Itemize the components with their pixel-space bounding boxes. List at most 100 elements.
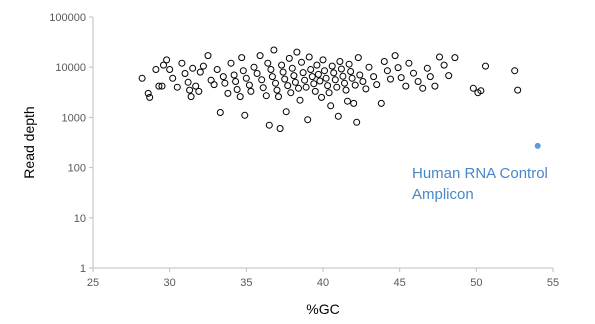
data-point (284, 82, 292, 90)
data-point (445, 72, 453, 80)
data-point (227, 59, 235, 67)
data-point (334, 112, 342, 120)
data-point (160, 61, 167, 69)
data-point (270, 46, 278, 54)
data-point (313, 61, 321, 69)
highlight-point (534, 142, 541, 149)
data-point (436, 53, 443, 61)
data-point (184, 78, 192, 86)
data-point (344, 97, 351, 105)
data-point (345, 60, 353, 68)
data-point (233, 86, 241, 93)
data-point (196, 68, 204, 76)
data-point (189, 64, 197, 72)
data-point (337, 65, 345, 73)
x-axis-ticks: 25 30 35 40 45 50 55 (87, 268, 559, 289)
data-point (482, 62, 489, 70)
y-tick-label: 1 (80, 263, 86, 275)
data-point (282, 108, 290, 116)
data-point (199, 62, 207, 70)
data-point (265, 121, 273, 129)
data-point (314, 70, 322, 78)
data-point (279, 68, 287, 76)
data-point (272, 79, 279, 87)
data-point (242, 74, 250, 82)
data-point (298, 58, 305, 66)
data-point (293, 48, 301, 56)
data-point (247, 87, 255, 95)
data-point (310, 80, 318, 88)
annotation-line-1: Human RNA Control (412, 165, 548, 182)
data-point (341, 79, 348, 87)
data-point (410, 69, 417, 77)
data-point (308, 73, 316, 81)
data-point (419, 84, 427, 92)
data-point (387, 75, 394, 83)
annotation-line-2: Amplicon (412, 186, 474, 203)
data-point (276, 125, 284, 132)
data-point (232, 78, 240, 85)
data-point (241, 111, 249, 119)
x-tick-label: 40 (317, 277, 329, 289)
data-point (304, 116, 312, 124)
data-point (305, 53, 313, 61)
data-point (302, 83, 310, 91)
data-point (262, 92, 270, 100)
data-point (327, 102, 335, 110)
data-point (152, 66, 160, 73)
data-point (288, 64, 296, 72)
data-point (351, 81, 359, 89)
data-point (238, 54, 246, 62)
data-point (216, 109, 224, 116)
data-point (325, 89, 333, 97)
data-point (333, 83, 341, 91)
data-point (219, 73, 227, 81)
data-point (291, 78, 299, 86)
data-point (336, 58, 344, 65)
x-tick-label: 50 (470, 277, 482, 289)
data-point (245, 81, 253, 89)
data-point (192, 82, 200, 90)
data-point (440, 61, 448, 69)
data-point (397, 74, 405, 82)
data-point (259, 84, 267, 92)
data-point (347, 68, 355, 75)
data-point (256, 52, 264, 60)
data-point (383, 67, 391, 75)
data-point (301, 76, 309, 84)
y-tick-label: 100 (68, 163, 86, 175)
data-point (431, 82, 439, 90)
x-tick-label: 55 (547, 277, 559, 289)
data-point (236, 93, 244, 101)
data-point (405, 59, 413, 67)
y-tick-label: 100000 (49, 12, 86, 24)
data-point (370, 73, 378, 81)
data-point (178, 59, 186, 67)
data-point (138, 74, 146, 82)
data-point (210, 81, 218, 89)
data-point (342, 86, 350, 94)
data-point (380, 58, 388, 65)
data-point (296, 96, 304, 104)
data-point (451, 54, 459, 62)
data-point (290, 72, 298, 80)
data-point (356, 71, 364, 79)
data-point (373, 81, 381, 89)
y-axis-ticks: 1 10 100 1000 10000 100000 (49, 12, 93, 275)
data-point (359, 78, 367, 85)
data-point (186, 86, 194, 94)
data-point (354, 54, 362, 62)
data-points (138, 46, 541, 149)
data-point (173, 83, 181, 91)
data-point (285, 54, 293, 62)
data-point (348, 74, 356, 82)
data-point (350, 99, 358, 107)
data-point (253, 70, 261, 77)
data-point (158, 82, 166, 90)
data-point (166, 66, 174, 73)
data-point (278, 61, 286, 69)
data-point (267, 66, 275, 73)
data-point (187, 93, 195, 101)
data-point (414, 78, 422, 85)
x-tick-label: 30 (164, 277, 176, 289)
